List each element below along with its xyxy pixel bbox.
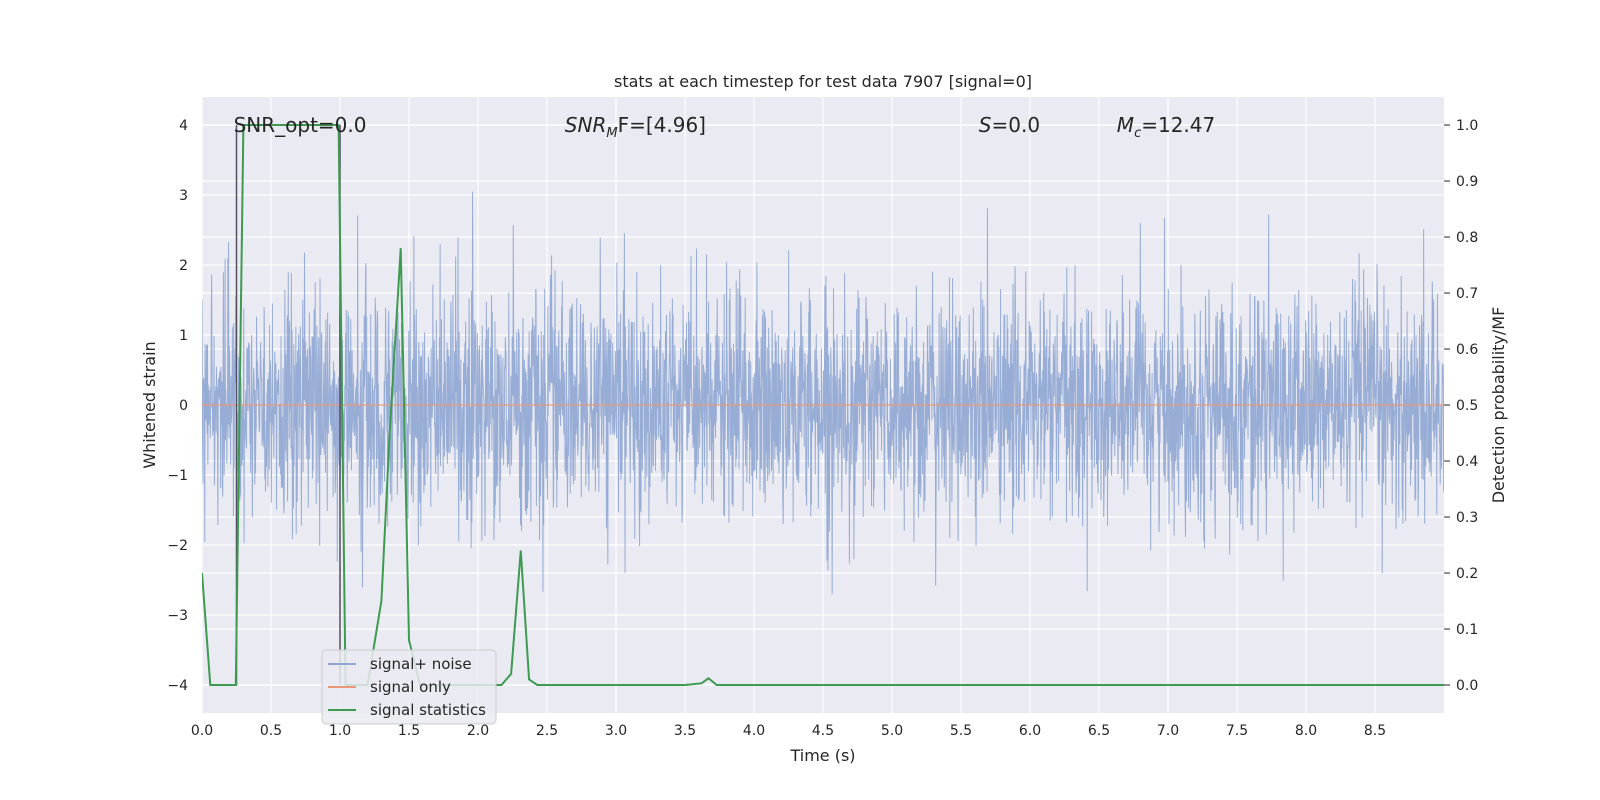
y-tick-label: −4 [167, 678, 188, 694]
x-tick-label: 6.0 [1019, 723, 1041, 739]
x-tick-label: 4.0 [743, 723, 765, 739]
x-tick-label: 5.5 [950, 723, 972, 739]
y-tick-label: −1 [167, 468, 188, 484]
y-tick-label: 3 [179, 188, 188, 204]
y2-tick-label: 0.3 [1456, 510, 1478, 526]
x-tick-label: 5.0 [881, 723, 903, 739]
legend-box [321, 649, 497, 725]
x-tick-label: 0.0 [191, 723, 213, 739]
y2-axis-ticks: 1.0 0.9 0.8 0.7 0.6 0.5 0.4 0.3 0.2 0.1 0.0 [1444, 118, 1478, 694]
y2-tick-label: 0.5 [1456, 398, 1478, 414]
legend-label: signal statistics [370, 701, 486, 719]
annotation-text: S=0.0 [979, 113, 1040, 137]
x-axis-label: Time (s) [789, 746, 855, 765]
y-tick-label: −2 [167, 538, 188, 554]
y2-tick-label: 0.1 [1456, 622, 1478, 638]
chart-title: stats at each timestep for test data 790… [614, 72, 1032, 91]
y2-tick-label: 0.9 [1456, 174, 1478, 190]
x-tick-label: 8.5 [1364, 723, 1386, 739]
x-tick-label: 2.0 [467, 723, 489, 739]
noise-trace [202, 191, 1444, 594]
y-tick-label: 0 [179, 398, 188, 414]
x-tick-label: 1.0 [329, 723, 351, 739]
legend-label: signal+ noise [370, 655, 472, 673]
annotations: SNR_opt=0.0 SNRMF=[4.96] S=0.0 Mc=12.47 [234, 113, 1216, 141]
x-tick-label: 6.5 [1088, 723, 1110, 739]
x-tick-label: 7.0 [1157, 723, 1179, 739]
annotation-text: Mc=12.47 [1117, 113, 1215, 141]
x-tick-label: 7.5 [1226, 723, 1248, 739]
annotation-text: SNRMF=[4.96] [565, 113, 706, 141]
x-tick-label: 3.0 [605, 723, 627, 739]
y-axis-label: Whitened strain [140, 341, 159, 468]
x-tick-label: 2.5 [536, 723, 558, 739]
x-tick-label: 4.5 [812, 723, 834, 739]
y-tick-label: 2 [179, 258, 188, 274]
legend: signal+ noise signal only signal statistic… [321, 649, 497, 725]
y2-tick-label: 1.0 [1456, 118, 1478, 134]
series-signal-noise [202, 191, 1444, 594]
y2-tick-label: 0.0 [1456, 678, 1478, 694]
x-axis-ticks: 0.0 0.5 1.0 1.5 2.0 2.5 3.0 3.5 4.0 4.5 5.0 5.5 6.0 6… [191, 723, 1386, 739]
annotation-text: SNR_opt=0.0 [234, 113, 367, 137]
y2-tick-label: 0.6 [1456, 342, 1478, 358]
y-tick-label: 1 [179, 328, 188, 344]
y2-tick-label: 0.7 [1456, 286, 1478, 302]
x-tick-label: 3.5 [674, 723, 696, 739]
y2-tick-label: 0.4 [1456, 454, 1478, 470]
x-tick-label: 8.0 [1295, 723, 1317, 739]
y2-tick-label: 0.8 [1456, 230, 1478, 246]
y-tick-label: 4 [179, 118, 188, 134]
legend-label: signal only [370, 678, 451, 696]
x-tick-label: 0.5 [260, 723, 282, 739]
y-tick-label: −3 [167, 608, 188, 624]
y-axis-ticks: 4 3 2 1 0 −1 −2 −3 −4 [167, 118, 188, 694]
x-tick-label: 1.5 [398, 723, 420, 739]
y2-axis-label: Detection probability/MF [1489, 307, 1508, 504]
y2-tick-label: 0.2 [1456, 566, 1478, 582]
